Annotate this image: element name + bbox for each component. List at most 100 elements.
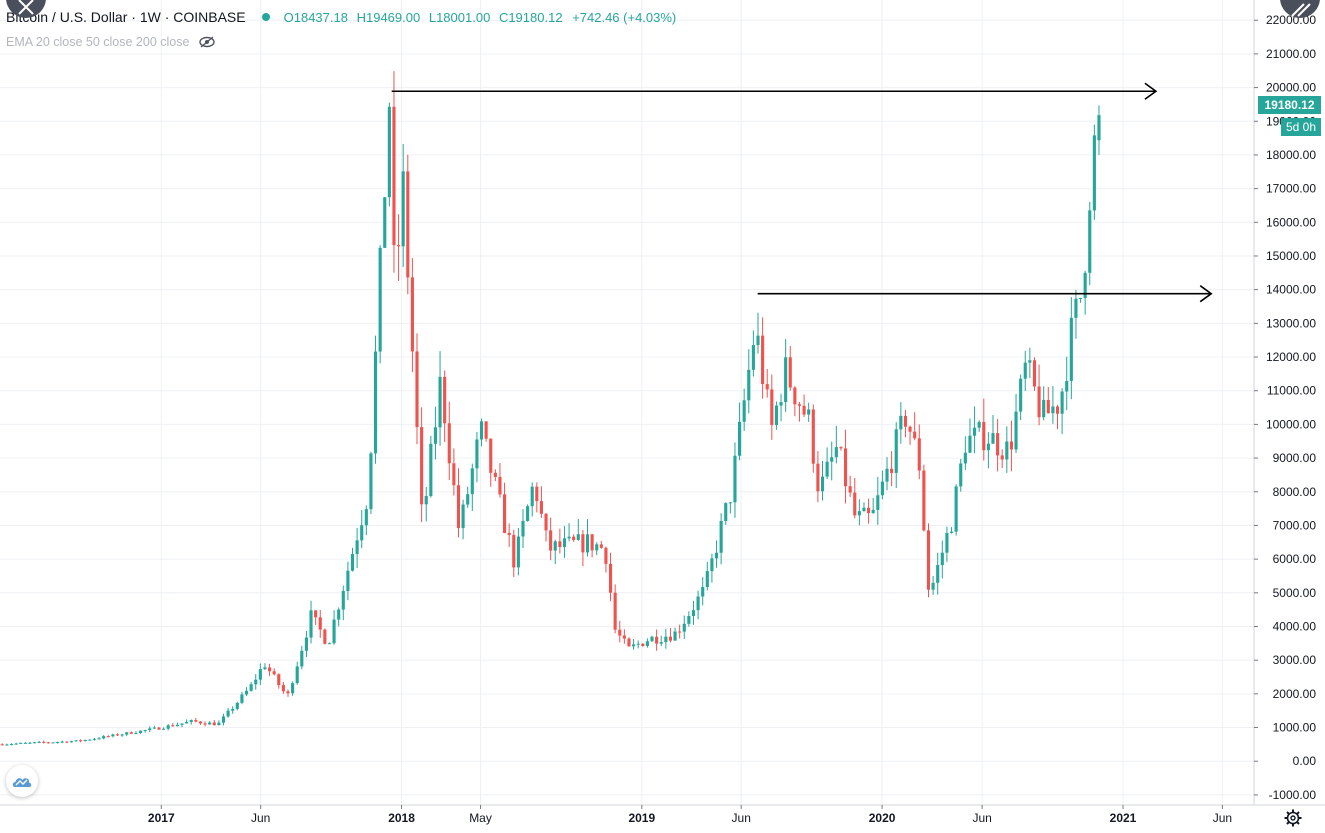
close-button[interactable]: [6, 0, 46, 18]
x-tick-label: 2019: [628, 811, 655, 825]
candle-body: [853, 492, 857, 516]
candle-body: [742, 400, 746, 422]
y-tick-label: 21000.00: [1266, 47, 1316, 61]
candle-body: [392, 106, 396, 246]
symbol-title[interactable]: Bitcoin / U.S. Dollar · 1W · COINBASE: [6, 9, 246, 25]
candle-body: [1042, 399, 1046, 418]
y-tick-label: 9000.00: [1273, 451, 1317, 465]
candle-body: [996, 433, 1000, 456]
candle-body: [977, 421, 981, 428]
candle-body: [622, 635, 626, 639]
candle-body: [728, 502, 732, 504]
candle-body: [452, 463, 456, 486]
candle-body: [673, 631, 677, 641]
candle-body: [281, 685, 285, 692]
candle-body: [397, 245, 401, 247]
candle-body: [14, 743, 18, 745]
x-tick-label: Jun: [732, 811, 751, 825]
candle-body: [834, 447, 838, 458]
high-value: 19469.00: [365, 9, 421, 25]
candle-body: [595, 544, 599, 551]
candle-body: [830, 457, 834, 462]
candle-body: [645, 641, 649, 647]
candle-body: [843, 448, 848, 487]
candle-body: [696, 596, 700, 611]
candle-body: [972, 427, 977, 436]
candle-body: [277, 674, 281, 686]
fullscreen-button[interactable]: [1280, 0, 1320, 18]
candle-body: [231, 708, 235, 711]
candle-body: [83, 739, 87, 742]
y-tick-label: -1000.00: [1269, 788, 1317, 802]
candle-body: [350, 553, 355, 571]
candle-body: [862, 507, 866, 512]
eye-off-icon[interactable]: [199, 36, 216, 48]
y-tick-label: 0.00: [1293, 754, 1317, 768]
candle-body: [470, 468, 474, 495]
candle-body: [295, 666, 299, 684]
candle-body: [92, 738, 97, 740]
candle-body: [765, 384, 769, 390]
candle-body: [562, 538, 567, 548]
candle-body: [125, 732, 129, 735]
candle-body: [420, 427, 424, 505]
candle-body: [415, 351, 419, 428]
tradingview-logo[interactable]: [6, 765, 38, 797]
candle-body: [56, 742, 60, 744]
candle-body: [240, 694, 244, 703]
candle-body: [779, 402, 783, 406]
candle-body: [963, 452, 967, 464]
candle-body: [816, 463, 820, 492]
candle-body: [572, 536, 576, 540]
candle-body: [820, 476, 825, 492]
candle-body: [387, 106, 391, 198]
candle-body: [880, 481, 884, 496]
candle-body: [102, 736, 106, 739]
gear-icon[interactable]: [1283, 808, 1303, 828]
candle-body: [567, 536, 571, 539]
candle-body: [37, 741, 41, 743]
candle-body: [378, 247, 382, 352]
candle-body: [28, 742, 32, 744]
candle-body: [788, 357, 792, 388]
indicator-legend[interactable]: EMA 20 close 50 close 200 close: [6, 35, 216, 49]
candle-body: [1046, 399, 1050, 414]
candle-body: [857, 511, 861, 516]
double-chevron-icon[interactable]: [1280, 0, 1320, 18]
candle-body: [701, 587, 705, 597]
candle-body: [327, 643, 332, 645]
candle-body: [613, 592, 617, 630]
close-value: 19180.12: [508, 9, 563, 25]
candle-body: [737, 421, 742, 456]
candle-body: [300, 650, 304, 667]
candle-body: [410, 277, 414, 352]
candle-body: [19, 742, 23, 744]
candle-body: [180, 723, 184, 725]
candle-body: [825, 461, 829, 477]
candle-body: [447, 423, 451, 464]
candle-body: [784, 357, 788, 403]
close-icon[interactable]: [6, 0, 46, 18]
candle-body: [360, 525, 364, 541]
y-tick-label: 18000.00: [1266, 148, 1316, 162]
candle-body: [899, 415, 903, 430]
candle-body: [986, 443, 990, 451]
indicator-label[interactable]: EMA 20 close 50 close 200 close: [6, 35, 190, 49]
candle-body: [618, 629, 622, 636]
candle-body: [945, 533, 949, 553]
candle-body: [106, 736, 110, 738]
candle-body: [770, 389, 774, 425]
candle-body: [443, 376, 447, 424]
candle-body: [5, 744, 9, 746]
candle-body: [74, 740, 78, 742]
price-axis: -1000.00 0.00 1000.00 2000.00 3000.00 4000.00…: [1254, 13, 1316, 802]
candle-body: [724, 503, 728, 522]
y-tick-label: 15000.00: [1266, 249, 1316, 263]
y-tick-label: 3000.00: [1273, 653, 1317, 667]
candle-body: [346, 570, 350, 592]
candle-body: [1019, 378, 1023, 412]
bar-countdown: 5d 0h: [1281, 118, 1321, 136]
candle-body: [1074, 298, 1078, 318]
low-label: L: [428, 9, 437, 25]
